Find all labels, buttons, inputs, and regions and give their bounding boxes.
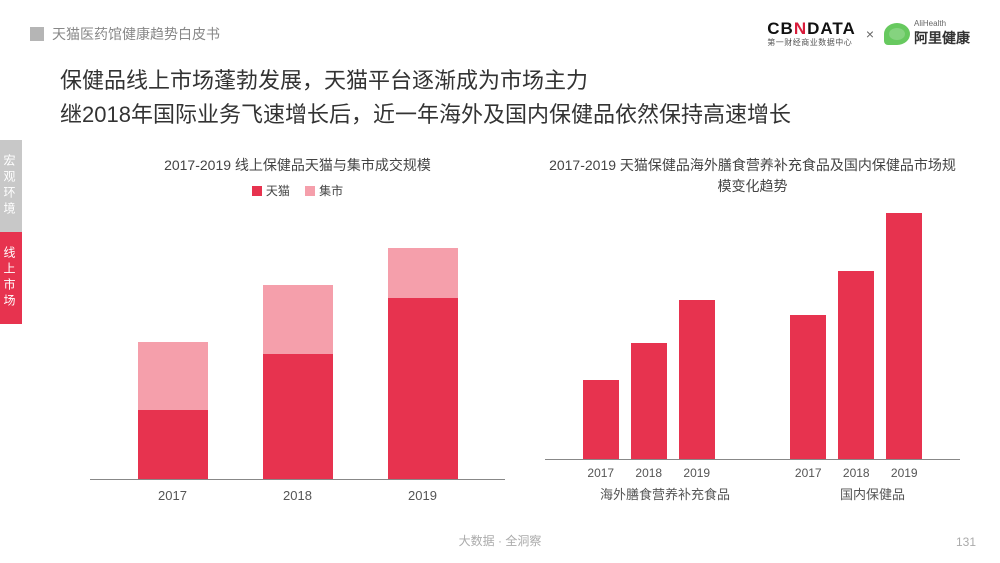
cbn-post: DATA [807, 19, 856, 38]
stack-bar [388, 248, 458, 479]
xlabel: 2017 [790, 466, 826, 480]
bar [886, 213, 922, 459]
xlabel: 2017 [158, 488, 187, 503]
title-line2: 继2018年国际业务飞速增长后，近一年海外及国内保健品依然保持高速增长 [60, 98, 960, 132]
doc-title: 天猫医药馆健康趋势白皮书 [52, 24, 220, 44]
stack-bar [138, 342, 208, 480]
tab-online[interactable]: 线上市场 [0, 232, 22, 324]
square-icon [30, 27, 44, 41]
bar [679, 300, 715, 459]
left-plot [90, 207, 505, 480]
legend-box-tmall [252, 186, 262, 196]
xlabel: 2017 [583, 466, 619, 480]
charts-area: 2017-2019 线上保健品天猫与集市成交规模 天猫 集市 201720182… [90, 155, 960, 503]
doc-label: 天猫医药馆健康趋势白皮书 [30, 24, 220, 44]
right-plot [545, 203, 960, 460]
right-group-labels: 海外膳食营养补充食品 国内保健品 [545, 484, 960, 503]
group-label: 国内保健品 [840, 484, 905, 503]
legend-label-jishi: 集市 [319, 182, 343, 199]
legend-label-tmall: 天猫 [266, 182, 290, 199]
footer-text: 大数据 · 全洞察 [0, 532, 1000, 549]
right-chart-title: 2017-2019 天猫保健品海外膳食营养补充食品及国内保健品市场规模变化趋势 [545, 155, 960, 197]
cross-icon: × [866, 26, 874, 42]
left-chart-legend: 天猫 集市 [90, 182, 505, 199]
bar-group [583, 300, 715, 459]
legend-box-jishi [305, 186, 315, 196]
xlabel: 2018 [283, 488, 312, 503]
left-xlabels: 2017 2018 2019 [90, 488, 505, 503]
bar [838, 271, 874, 459]
right-chart: 2017-2019 天猫保健品海外膳食营养补充食品及国内保健品市场规模变化趋势 … [545, 155, 960, 503]
seg-jishi [138, 342, 208, 411]
cbn-red: N [794, 19, 807, 38]
tab-macro[interactable]: 宏观环境 [0, 140, 22, 232]
bar [583, 380, 619, 459]
page-number: 131 [956, 535, 976, 549]
xlabel: 2019 [886, 466, 922, 480]
seg-tmall [138, 410, 208, 479]
right-year-labels: 2017 2018 2019 2017 2018 2019 [545, 466, 960, 480]
ali-logo: AliHealth 阿里健康 [884, 20, 970, 48]
logo-cluster: CBNDATA 第一财经商业数据中心 × AliHealth 阿里健康 [767, 20, 970, 48]
left-chart: 2017-2019 线上保健品天猫与集市成交规模 天猫 集市 201720182… [90, 155, 505, 503]
page-title: 保健品线上市场蓬勃发展，天猫平台逐渐成为市场主力 继2018年国际业务飞速增长后… [60, 64, 960, 132]
cbn-logo: CBNDATA 第一财经商业数据中心 [767, 20, 856, 48]
seg-tmall [263, 354, 333, 479]
seg-tmall [388, 298, 458, 479]
alihealth-icon [884, 23, 910, 45]
xlabel: 2019 [679, 466, 715, 480]
xlabel: 2018 [631, 466, 667, 480]
bar [790, 315, 826, 459]
stack-bar [263, 285, 333, 479]
group-label: 海外膳食营养补充食品 [600, 484, 730, 503]
bar-group [790, 213, 922, 459]
cbn-pre: CB [767, 19, 794, 38]
ali-cn: 阿里健康 [914, 28, 970, 48]
side-tabs: 宏观环境 线上市场 [0, 140, 22, 324]
xlabel: 2019 [408, 488, 437, 503]
ali-en: AliHealth [914, 20, 970, 28]
xlabel: 2018 [838, 466, 874, 480]
bar [631, 343, 667, 459]
header: 天猫医药馆健康趋势白皮书 CBNDATA 第一财经商业数据中心 × AliHea… [30, 20, 970, 48]
seg-jishi [263, 285, 333, 354]
left-chart-title: 2017-2019 线上保健品天猫与集市成交规模 [90, 155, 505, 176]
cbn-subtitle: 第一财经商业数据中心 [767, 37, 856, 48]
seg-jishi [388, 248, 458, 298]
title-line1: 保健品线上市场蓬勃发展，天猫平台逐渐成为市场主力 [60, 64, 960, 98]
